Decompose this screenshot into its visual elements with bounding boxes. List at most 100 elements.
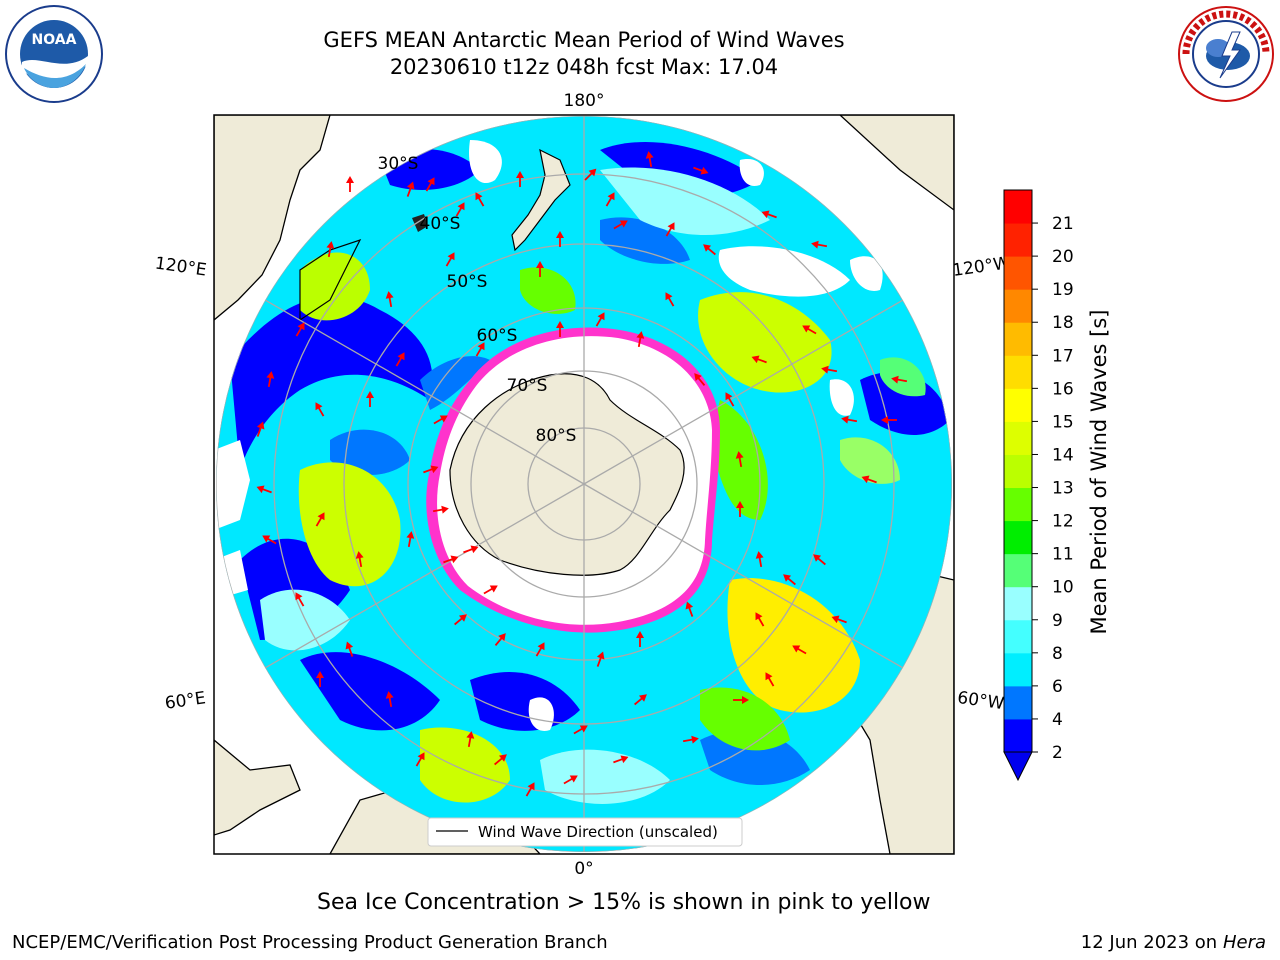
lat-label-30s: 30°S: [378, 154, 419, 174]
colorbar-segment: [1004, 223, 1032, 257]
direction-arrow: [295, 322, 305, 337]
direction-arrow-head: [385, 691, 394, 699]
direction-arrow-head: [620, 755, 629, 764]
noaa-logo-text: NOAA: [32, 32, 77, 48]
direction-arrow: [415, 752, 425, 767]
colorbar-segment: [1004, 289, 1032, 323]
lon-label-60e: 60°E: [164, 688, 207, 713]
lon-label-120w: 120°W: [951, 253, 1011, 281]
direction-arrow: [475, 342, 485, 357]
direction-arrow: [792, 645, 807, 655]
direction-arrow: [682, 735, 699, 744]
direction-arrow: [613, 220, 628, 230]
direction-arrow-head: [881, 416, 888, 424]
direction-arrow: [466, 731, 475, 748]
direction-arrow: [345, 641, 354, 657]
direction-arrow-head: [802, 325, 811, 333]
colorbar-tick-label: 16: [1052, 379, 1074, 399]
noaa-logo: NOAA: [5, 5, 103, 103]
direction-arrow-head: [256, 485, 265, 494]
direction-arrow-head: [891, 375, 899, 384]
direction-arrow-head: [742, 696, 749, 704]
direction-arrow-head: [516, 171, 524, 178]
direction-arrow: [295, 592, 305, 607]
lon-label-120e: 120°E: [154, 254, 208, 281]
direction-arrow: [256, 421, 265, 437]
direction-arrow-head: [703, 244, 712, 252]
lat-label-80s: 80°S: [536, 426, 577, 446]
direction-arrow-head: [477, 342, 485, 351]
direction-arrow: [516, 171, 524, 187]
direction-arrow-head: [725, 392, 733, 401]
colorbar-tick-label: 18: [1052, 313, 1074, 333]
direction-arrow: [725, 392, 735, 407]
graticule: [216, 116, 952, 852]
direction-arrow: [703, 244, 716, 256]
direction-arrow-head: [685, 601, 694, 610]
direction-arrow: [556, 321, 564, 337]
direction-arrow-head: [366, 391, 374, 398]
direction-arrow: [881, 416, 897, 424]
colorbar: 2 4 6 8 9 10 11 12 13 14 15 16 17 18 19 20 21: [1003, 189, 1074, 782]
colorbar-segment: [1004, 553, 1032, 588]
colorbar-tick-label: 11: [1052, 545, 1074, 565]
direction-arrow-head: [556, 321, 564, 328]
direction-arrow: [634, 694, 647, 706]
direction-arrow: [316, 671, 324, 687]
direction-arrow-head: [755, 551, 764, 559]
direction-arrow: [636, 331, 645, 348]
colorbar-tick-label: 9: [1052, 611, 1063, 631]
direction-arrow-head: [751, 355, 760, 364]
direction-arrow-head: [345, 641, 354, 650]
footer-host: Hera: [1222, 932, 1266, 953]
direction-arrow-head: [761, 210, 770, 219]
footer-date: 12 Jun 2023 on Hera: [1081, 932, 1266, 953]
direction-arrow-head: [417, 752, 425, 761]
direction-arrow-head: [527, 782, 535, 791]
direction-arrow-head: [841, 415, 849, 424]
direction-arrow-head: [667, 222, 675, 231]
colorbar-tick-label: 19: [1052, 280, 1074, 300]
lat-label-60s: 60°S: [477, 326, 518, 346]
colorbar-tick-label: 10: [1052, 578, 1074, 598]
direction-arrow: [432, 505, 449, 514]
direction-arrow-head: [700, 166, 709, 175]
direction-arrow: [425, 177, 435, 192]
direction-arrow: [761, 210, 777, 219]
direction-arrow: [693, 166, 709, 175]
direction-arrow-head: [537, 642, 545, 651]
direction-arrow: [584, 168, 597, 181]
direction-arrow: [443, 555, 459, 564]
colorbar-segment: [1004, 388, 1032, 422]
direction-arrow-head: [579, 725, 588, 733]
direction-arrow: [783, 574, 796, 586]
direction-arrow: [455, 202, 465, 217]
colorbar-segment: [1004, 685, 1032, 720]
direction-arrow-head: [694, 373, 702, 382]
colorbar-tick-label: 4: [1052, 710, 1063, 730]
direction-arrow: [736, 501, 744, 517]
colorbar-segment: [1004, 256, 1032, 290]
direction-arrow: [326, 241, 335, 258]
colorbar-segment: [1004, 586, 1032, 621]
direction-arrow: [355, 551, 364, 568]
colorbar-tick-label: 21: [1052, 214, 1074, 234]
colorbar-segment: [1004, 520, 1032, 555]
direction-arrow-head: [317, 512, 325, 521]
direction-arrow: [494, 633, 506, 646]
direction-arrow-head: [315, 402, 323, 411]
direction-arrow-head: [355, 551, 364, 559]
lon-label-60w: 60°W: [956, 688, 1005, 714]
direction-arrow-head: [536, 261, 544, 268]
direction-arrow: [423, 465, 439, 474]
direction-arrow-head: [638, 694, 647, 702]
direction-arrow-head: [406, 181, 415, 190]
nws-logo: [1178, 6, 1274, 102]
direction-arrow-head: [792, 645, 801, 653]
direction-arrow-head: [430, 465, 439, 474]
direction-arrow: [535, 642, 545, 657]
lat-label-40s: 40°S: [420, 214, 461, 234]
direction-arrow: [556, 231, 564, 247]
direction-arrow: [483, 585, 498, 595]
